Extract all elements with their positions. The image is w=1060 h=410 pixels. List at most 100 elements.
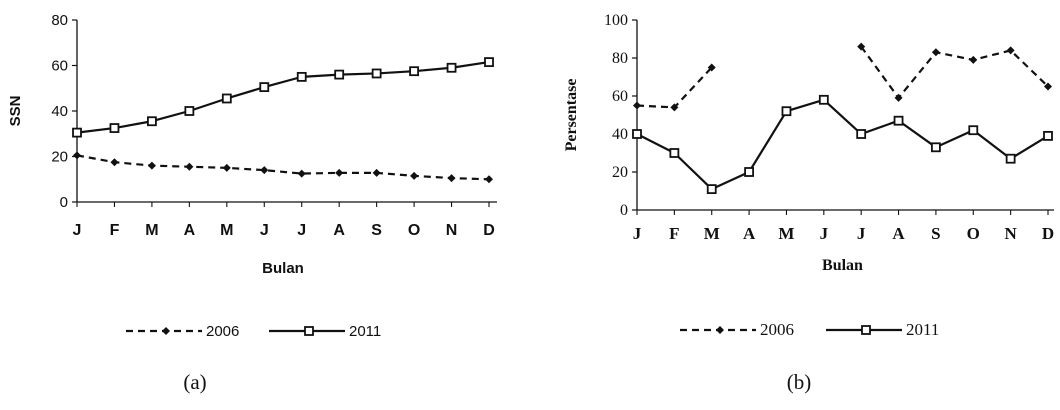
data-point-2006 — [969, 55, 978, 64]
y-axis-label: Persentase — [563, 79, 580, 152]
y-tick-label: 40 — [612, 126, 628, 143]
x-tick-label: M — [145, 222, 158, 239]
x-tick-label: S — [931, 224, 940, 243]
y-tick-label: 20 — [612, 164, 628, 181]
data-point-2006 — [372, 168, 381, 177]
data-point-2011 — [669, 148, 680, 158]
x-tick-label: M — [778, 224, 794, 243]
x-tick-label: N — [446, 222, 458, 239]
data-point-2011 — [632, 129, 642, 139]
x-tick-label: J — [73, 222, 82, 239]
data-point-2011 — [409, 66, 419, 77]
series-2011 — [632, 94, 1053, 195]
data-point-2006 — [857, 42, 866, 51]
data-point-2006 — [335, 168, 344, 177]
series-line-2006 — [636, 66, 713, 109]
series-2011 — [72, 57, 494, 138]
data-point-2006 — [260, 166, 269, 175]
data-point-2006 — [633, 101, 641, 110]
data-point-2011 — [968, 125, 979, 136]
legend-label: 2006 — [760, 320, 794, 339]
data-point-2011 — [706, 184, 717, 195]
x-tick-label: A — [184, 222, 196, 239]
data-point-2006 — [931, 48, 940, 57]
data-point-2006 — [73, 151, 81, 160]
x-tick-label: O — [408, 222, 420, 239]
data-point-2011 — [1005, 153, 1016, 164]
y-tick-label: 20 — [51, 149, 68, 166]
x-tick-label: A — [892, 224, 905, 243]
data-point-2011 — [147, 116, 157, 127]
y-tick-label: 0 — [620, 202, 628, 219]
data-point-2011 — [893, 115, 904, 126]
data-point-2006 — [1044, 82, 1052, 91]
data-point-2011 — [259, 82, 270, 93]
x-tick-label: F — [669, 224, 679, 243]
x-tick-label: M — [704, 224, 720, 243]
x-tick-label: S — [371, 222, 382, 239]
data-point-2011 — [334, 69, 345, 80]
y-tick-label: 0 — [60, 194, 68, 211]
data-point-2011 — [1043, 130, 1053, 141]
legend-marker-2011 — [861, 325, 871, 335]
data-point-2011 — [446, 62, 457, 73]
data-point-2006 — [707, 63, 716, 72]
x-tick-label: J — [633, 224, 642, 243]
x-tick-label: D — [483, 222, 495, 239]
x-tick-label: M — [220, 222, 233, 239]
x-tick-label: J — [820, 224, 829, 243]
data-point-2006 — [894, 93, 903, 102]
data-point-2011 — [744, 167, 754, 177]
legend-marker-2006 — [162, 327, 170, 335]
x-tick-label: O — [967, 224, 980, 243]
legend-label: 2006 — [206, 323, 239, 340]
data-point-2006 — [110, 158, 119, 167]
data-point-2011 — [72, 127, 82, 138]
data-point-2006 — [447, 174, 456, 183]
x-tick-label: J — [260, 222, 269, 239]
figure-caption: (a) — [183, 370, 206, 394]
x-tick-label: A — [743, 224, 756, 243]
legend-label: 2011 — [349, 323, 381, 340]
data-point-2011 — [781, 106, 792, 117]
chart-b: 0 20 40 60 80 100 J F M A M J J A S O N D Bulan Persentase 2… — [563, 12, 1054, 394]
x-axis-label: Bulan — [822, 257, 863, 274]
x-tick-label: J — [297, 222, 306, 239]
series-line-2006 — [76, 154, 490, 181]
y-tick-label: 100 — [604, 12, 628, 29]
data-point-2006 — [1006, 46, 1015, 55]
y-tick-label: 60 — [612, 88, 628, 105]
legend: 2006 2011 — [126, 323, 381, 340]
y-axis-label: SSN — [7, 96, 24, 127]
y-tick-label: 60 — [51, 58, 68, 75]
data-point-2006 — [670, 103, 679, 112]
legend-marker-2011 — [304, 326, 314, 336]
series-line-2011 — [636, 98, 1049, 191]
data-point-2011 — [184, 106, 195, 116]
y-tick-label: 80 — [612, 50, 628, 67]
series-2006 — [633, 42, 1052, 112]
data-point-2011 — [221, 93, 232, 104]
data-point-2006 — [485, 175, 493, 184]
data-point-2011 — [484, 57, 494, 67]
series-2006 — [73, 151, 493, 184]
data-point-2006 — [297, 169, 306, 178]
x-tick-label: N — [1004, 224, 1017, 243]
y-tick-label: 40 — [51, 103, 68, 120]
data-point-2006 — [147, 161, 156, 170]
figure-caption: (b) — [787, 370, 812, 394]
x-tick-label: F — [110, 222, 120, 239]
legend-label: 2011 — [906, 320, 939, 339]
x-axis-label: Bulan — [262, 260, 304, 277]
chart-a: 0 20 40 60 80 J F M A M J J A S O N D Bulan SSN 2006 2011 (a) — [7, 12, 497, 394]
data-point-2011 — [109, 123, 120, 133]
data-point-2011 — [818, 94, 829, 105]
x-tick-label: A — [333, 222, 345, 239]
series-line-2011 — [76, 60, 490, 134]
y-tick-label: 80 — [51, 12, 68, 29]
series-line-2006 — [860, 45, 1049, 100]
data-point-2006 — [222, 163, 231, 172]
legend: 2006 2011 — [680, 320, 939, 339]
data-point-2011 — [856, 129, 867, 139]
